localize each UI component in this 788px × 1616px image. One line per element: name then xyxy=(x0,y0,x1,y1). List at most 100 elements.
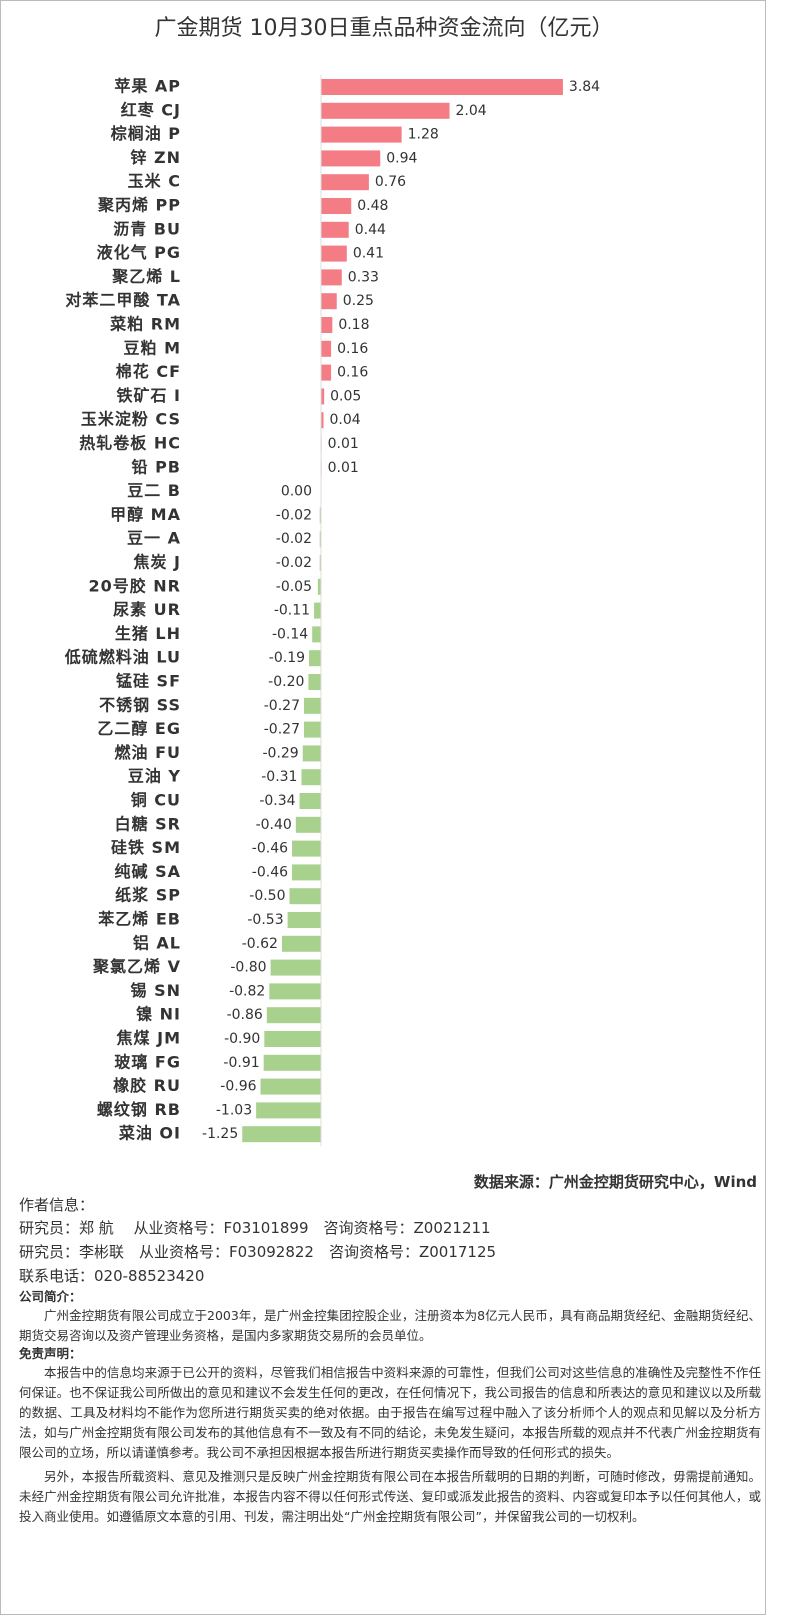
category-label: 菜粕 RM xyxy=(109,315,181,334)
category-label: 液化气 PG xyxy=(97,243,181,262)
category-label: 玻璃 FG xyxy=(114,1052,181,1071)
value-label: 0.16 xyxy=(337,365,368,381)
bar xyxy=(321,150,381,167)
value-label: -0.02 xyxy=(276,531,312,547)
disclaimer-text: 本报告中的信息均来源于已公开的资料，尽管我们相信报告中资料来源的可靠性，但我们公… xyxy=(19,1365,761,1460)
bar xyxy=(321,198,352,214)
disclaimer-text: 另外，本报告所载资料、意见及推测只是反映广州金控期货有限公司在本报告所载明的日期… xyxy=(19,1469,761,1524)
category-label: 豆一 A xyxy=(127,529,181,548)
bar xyxy=(301,769,321,786)
value-label: -0.40 xyxy=(256,817,292,833)
value-label: -1.25 xyxy=(202,1126,238,1142)
phone: 联系电话：020-88523420 xyxy=(19,1267,205,1285)
category-label: 焦煤 JM xyxy=(116,1029,181,1048)
bar xyxy=(295,816,321,833)
category-label: 铅 PB xyxy=(132,457,182,476)
chart: 广金期货 10月30日重点品种资金流向（亿元） 苹果 AP 3.84 红枣 CJ 2.… xyxy=(64,16,613,1147)
value-label: 0.18 xyxy=(338,317,369,333)
category-label: 生猪 LH xyxy=(115,624,181,643)
category-label: 棕榈油 P xyxy=(111,124,181,143)
category-label: 对苯二甲酸 TA xyxy=(65,291,181,310)
bar xyxy=(317,578,321,595)
category-label: 焦炭 J xyxy=(132,553,181,572)
category-label: 橡胶 RU xyxy=(113,1076,181,1095)
value-label: -1.03 xyxy=(216,1102,252,1118)
category-label: 聚丙烯 PP xyxy=(97,196,181,215)
bar xyxy=(287,912,321,928)
bar xyxy=(309,650,321,667)
category-label: 不锈钢 SS xyxy=(99,695,181,714)
company-heading: 公司简介： xyxy=(19,1289,82,1304)
bar xyxy=(299,793,321,809)
value-label: -0.62 xyxy=(242,936,278,952)
bar xyxy=(321,221,349,238)
source: 数据来源：广州金控期货研究中心，Wind xyxy=(473,1173,757,1191)
value-label: -0.27 xyxy=(264,698,300,714)
category-label: 聚氯乙烯 V xyxy=(92,957,181,976)
value-label: -0.96 xyxy=(220,1079,256,1095)
category-label: 苹果 AP xyxy=(114,77,181,96)
value-label: -0.53 xyxy=(247,912,283,928)
value-label: 0.16 xyxy=(337,341,368,357)
value-label: 1.28 xyxy=(408,127,439,143)
category-label: 螺纹钢 RB xyxy=(97,1100,181,1119)
value-label: -0.34 xyxy=(259,793,295,809)
value-label: 0.48 xyxy=(357,198,388,214)
value-label: -0.14 xyxy=(272,626,308,642)
value-label: 0.33 xyxy=(348,269,379,285)
category-label: 红枣 CJ xyxy=(121,100,181,119)
bar xyxy=(314,602,321,619)
category-label: 苯乙烯 EB xyxy=(97,910,181,929)
bar xyxy=(263,1054,321,1071)
value-label: -0.02 xyxy=(276,507,312,523)
company-text: 广州金控期货有限公司成立于2003年，是广州金控集团控股企业，注册资本为8亿元人… xyxy=(19,1308,761,1343)
bar xyxy=(292,840,321,857)
category-label: 纯碱 SA xyxy=(115,862,181,881)
analyst: 研究员：李彬联 从业资格号：F03092822 咨询资格号：Z0017125 xyxy=(19,1243,497,1261)
value-label: 0.04 xyxy=(330,412,361,428)
value-label: -0.91 xyxy=(223,1055,259,1071)
page: 广金期货 10月30日重点品种资金流向（亿元） 苹果 AP 3.84 红枣 CJ 2.… xyxy=(0,0,766,1615)
bar xyxy=(289,888,321,905)
category-label: 硅铁 SM xyxy=(111,838,181,857)
value-label: -0.82 xyxy=(229,983,265,999)
category-label: 沥青 BU xyxy=(113,219,181,238)
value-label: -0.46 xyxy=(252,841,288,857)
category-label: 铁矿石 I xyxy=(116,386,181,405)
bar xyxy=(302,745,321,762)
category-label: 燃油 FU xyxy=(115,743,182,762)
bar xyxy=(264,1031,321,1047)
category-label: 甲醇 MA xyxy=(110,505,181,524)
bar xyxy=(292,864,321,881)
bar xyxy=(242,1126,321,1143)
category-label: 豆油 Y xyxy=(128,767,181,786)
value-label: -0.05 xyxy=(276,579,312,595)
category-label: 尿素 UR xyxy=(113,600,181,619)
category-label: 锰硅 SF xyxy=(116,672,181,691)
category-label: 低硫燃料油 LU xyxy=(64,648,181,667)
value-label: 0.94 xyxy=(386,150,417,166)
category-label: 菜油 OI xyxy=(118,1124,181,1143)
value-label: -0.46 xyxy=(252,864,288,880)
category-label: 玉米 C xyxy=(128,172,181,191)
value-label: 0.01 xyxy=(328,460,359,476)
value-label: 3.84 xyxy=(569,79,600,95)
value-label: 0.41 xyxy=(353,246,384,262)
category-label: 铝 AL xyxy=(133,933,181,952)
bar xyxy=(319,531,321,548)
category-label: 20号胶 NR xyxy=(88,576,181,595)
value-label: -0.02 xyxy=(276,555,312,571)
category-label: 纸浆 SP xyxy=(115,886,181,905)
category-label: 豆粕 M xyxy=(124,338,182,357)
value-label: -0.19 xyxy=(269,650,305,666)
bar xyxy=(321,388,325,405)
value-label: 0.25 xyxy=(343,293,374,309)
value-label: -0.80 xyxy=(230,960,266,976)
bar xyxy=(321,245,347,262)
bar xyxy=(321,269,342,286)
category-label: 白糖 SR xyxy=(115,814,181,833)
category-label: 聚乙烯 L xyxy=(111,267,181,286)
category-label: 玉米淀粉 CS xyxy=(81,410,181,429)
category-label: 棉花 CF xyxy=(116,362,181,381)
value-label: 0.44 xyxy=(355,222,386,238)
